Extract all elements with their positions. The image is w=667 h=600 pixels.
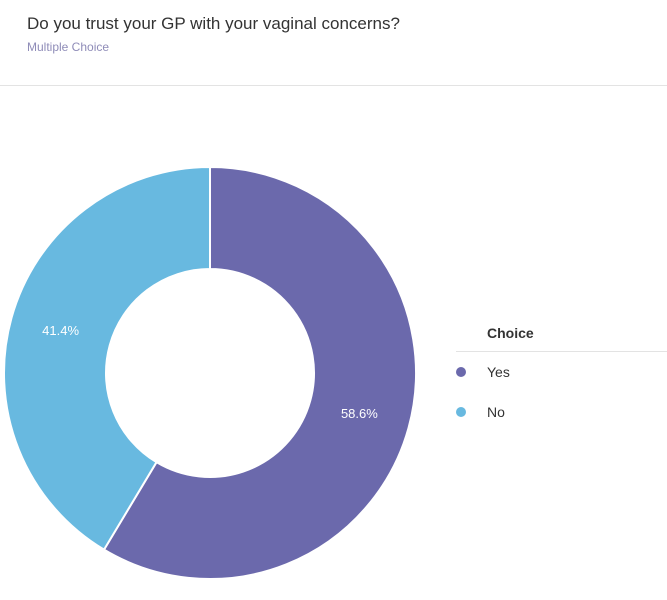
chart-legend: Choice Yes No [456, 318, 667, 432]
donut-slice-labels: 58.6% 41.4% [42, 323, 378, 421]
donut-slice-yes[interactable] [102, 165, 417, 580]
slice-value-label: 58.6% [341, 406, 378, 421]
donut-slice-no[interactable] [3, 165, 211, 552]
question-header: Do you trust your GP with your vaginal c… [0, 0, 667, 86]
legend-title: Choice [456, 318, 667, 352]
question-title: Do you trust your GP with your vaginal c… [27, 14, 400, 33]
question-type: Multiple Choice [27, 40, 110, 54]
legend-marker-icon [456, 407, 466, 417]
legend-item-label: Yes [487, 364, 510, 380]
legend-item-no[interactable]: No [456, 392, 667, 432]
donut-slices [3, 165, 417, 580]
legend-item-label: No [487, 404, 505, 420]
legend-marker-icon [456, 367, 466, 377]
slice-value-label: 41.4% [42, 323, 79, 338]
legend-item-yes[interactable]: Yes [456, 352, 667, 392]
